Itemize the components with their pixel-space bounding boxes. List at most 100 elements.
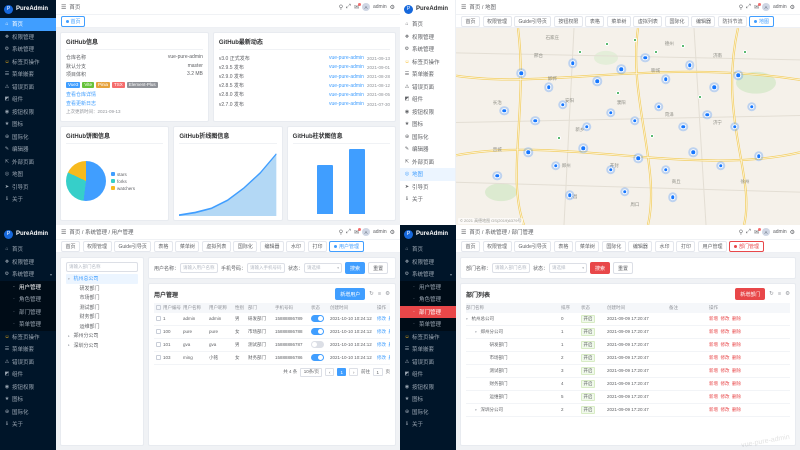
tab[interactable]: 国际化 [233, 240, 258, 252]
tab[interactable]: 用户管理 [697, 240, 727, 252]
map-marker-blue[interactable] [635, 155, 642, 161]
logo[interactable]: P PureAdmin [0, 225, 56, 243]
sidebar-item[interactable]: ★ 图标 [0, 393, 56, 406]
edit-link[interactable]: 修改 [377, 315, 386, 321]
tab[interactable]: 编辑器 [259, 240, 284, 252]
settings-icon[interactable]: ⚙ [789, 4, 795, 11]
map-marker-blue[interactable] [608, 167, 614, 173]
map-marker-green[interactable] [653, 49, 658, 54]
sidebar-item[interactable]: ➤ 引导页 [400, 181, 455, 194]
logo[interactable]: P PureAdmin [400, 0, 455, 18]
tab[interactable]: Guide引导页 [114, 240, 152, 252]
delete-link[interactable]: 删除 [389, 316, 391, 322]
sidebar-item[interactable]: ◩ 组件 [400, 93, 455, 106]
edit-link[interactable]: 修改 [720, 328, 730, 334]
sidebar-item[interactable]: ⇱ 外部页面 [400, 156, 455, 169]
sidebar-item[interactable]: ⊕ 国际化 [400, 131, 455, 144]
add-user-button[interactable]: 新增用户 [335, 288, 366, 300]
row-checkbox[interactable] [156, 342, 161, 347]
select-all-checkbox[interactable] [156, 305, 161, 310]
row-expand-icon[interactable]: ▾ [466, 316, 468, 321]
row-checkbox[interactable] [156, 316, 161, 321]
map-marker-green[interactable] [698, 94, 703, 99]
map-marker-green[interactable] [577, 49, 582, 54]
tab[interactable]: 虚拟列表 [633, 15, 663, 27]
map-marker-green[interactable] [681, 43, 686, 48]
map-marker-blue[interactable] [594, 78, 600, 84]
logo[interactable]: P PureAdmin [400, 225, 456, 243]
delete-link[interactable]: 删除 [389, 329, 391, 335]
map-marker-green[interactable] [650, 134, 655, 139]
fullscreen-icon[interactable]: ⤢ [346, 228, 351, 235]
tab[interactable]: 水印 [654, 240, 674, 252]
map-marker-blue[interactable] [690, 149, 697, 155]
map-marker-blue[interactable] [704, 111, 710, 118]
sidebar-item[interactable]: ⌂ 首页 [400, 243, 456, 256]
sidebar-item[interactable]: ★ 图标 [400, 393, 456, 406]
map-marker-blue[interactable] [621, 188, 628, 195]
sidebar-item[interactable]: · 菜单管理 [400, 318, 456, 331]
tab[interactable]: Guide引导页 [514, 15, 552, 27]
sidebar-item[interactable]: ◉ 按钮权限 [400, 381, 456, 394]
goto-page-input[interactable]: 1 [372, 368, 383, 376]
delete-link[interactable]: 删除 [389, 342, 391, 348]
tab[interactable]: 虚拟列表 [201, 240, 231, 252]
edit-link[interactable]: 修改 [720, 315, 730, 321]
map-marker-blue[interactable] [749, 104, 755, 110]
map-marker-blue[interactable] [570, 60, 576, 67]
notification-icon[interactable]: ✉ [353, 227, 362, 236]
reset-button[interactable]: 重置 [613, 262, 634, 274]
edit-link[interactable]: 修改 [720, 354, 730, 360]
search-icon[interactable]: ⚲ [338, 229, 344, 236]
tab[interactable]: 菜单树 [606, 15, 631, 27]
map-marker-blue[interactable] [583, 123, 590, 130]
tab[interactable]: 编辑器 [628, 240, 653, 252]
sidebar-item[interactable]: ◩ 组件 [0, 368, 56, 381]
sidebar-item[interactable]: ℹ 关于 [0, 418, 56, 431]
sidebar-item[interactable]: ❖ 权限管理 [0, 31, 56, 44]
fullscreen-icon[interactable]: ⤢ [746, 3, 751, 10]
search-icon[interactable]: ⚲ [338, 4, 344, 11]
sidebar-item[interactable]: ◉ 按钮权限 [0, 381, 56, 394]
edit-link[interactable]: 修改 [720, 393, 730, 399]
map-marker-blue[interactable] [494, 173, 501, 179]
settings-icon[interactable]: ⚙ [389, 229, 395, 236]
tree-node[interactable]: 测试部门 [66, 303, 138, 313]
sidebar-item[interactable]: ⚙ 系统管理 ▾ [400, 268, 456, 281]
map-marker-blue[interactable] [518, 70, 525, 77]
map-marker-blue[interactable] [553, 163, 559, 169]
toolbar-icon[interactable]: ⚙ [785, 291, 790, 297]
sidebar-item[interactable]: ⊕ 国际化 [0, 131, 56, 144]
tree-node[interactable]: ▸ 郑州分公司 [66, 331, 138, 341]
news-repo-link[interactable]: vue-pure-admin [328, 101, 364, 108]
status-toggle[interactable] [311, 315, 324, 322]
tab[interactable]: 权限管理 [482, 240, 512, 252]
news-repo-link[interactable]: vue-pure-admin [328, 64, 364, 71]
add-link[interactable]: 新增 [709, 341, 718, 347]
map-marker-blue[interactable] [735, 72, 741, 79]
tab[interactable]: 首页 [61, 15, 86, 27]
sidebar-item[interactable]: ⚙ 系统管理 [0, 43, 56, 56]
search-field-input[interactable]: 请选择 [549, 263, 588, 273]
map-canvas[interactable]: 石家庄 邢台 德州 邯郸 聊城 济南 安阳 濮阳 菏泽 长治 新乡 济宁 晋城 郑州 开封 商丘 徐州 许昌 周口 … [456, 28, 800, 225]
tree-node[interactable]: ▾ 杭州总公司 [66, 274, 138, 284]
sidebar-item[interactable]: ☺ 标签页操作 [400, 331, 456, 344]
sidebar-item[interactable]: ⇱ 外部页面 [0, 156, 56, 169]
sidebar-item[interactable]: ☰ 菜单嵌套 [0, 343, 56, 356]
delete-link[interactable]: 删除 [732, 315, 741, 321]
sidebar-item[interactable]: ◉ 按钮权限 [400, 106, 455, 119]
fullscreen-icon[interactable]: ⤢ [746, 228, 751, 235]
toolbar-icon[interactable]: ⚙ [385, 291, 390, 297]
sidebar-item[interactable]: ◎ 地图 [400, 168, 455, 181]
news-repo-link[interactable]: vue-pure-admin [328, 55, 364, 62]
map-marker-green[interactable] [742, 49, 747, 54]
notification-icon[interactable]: ✉ [353, 2, 362, 11]
sidebar-item[interactable]: ☰ 菜单嵌套 [400, 68, 455, 81]
toolbar-icon[interactable]: ≡ [777, 291, 782, 297]
add-link[interactable]: 新增 [709, 315, 718, 321]
info-link[interactable]: 查看仓库详情 [66, 92, 97, 98]
sidebar-item[interactable]: ➤ 引导页 [0, 181, 56, 194]
settings-icon[interactable]: ⚙ [389, 4, 395, 11]
hamburger-icon[interactable]: ☰ [61, 4, 67, 11]
delete-link[interactable]: 删除 [732, 393, 741, 399]
